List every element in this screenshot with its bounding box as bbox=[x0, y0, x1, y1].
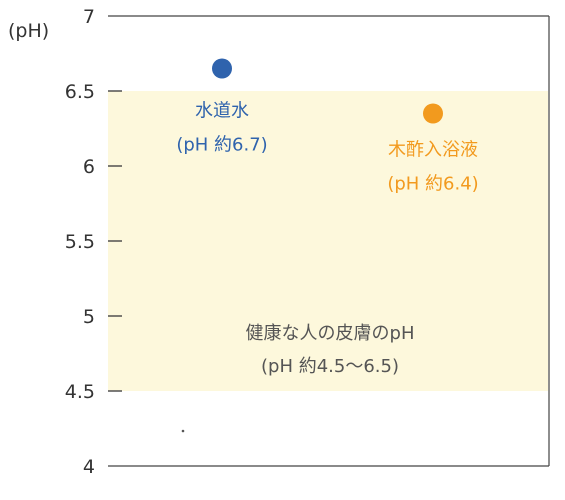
data-point-value-label: (pH 約6.7) bbox=[176, 135, 267, 156]
data-point bbox=[423, 103, 443, 124]
band-label-line2: (pH 約4.5〜6.5) bbox=[261, 356, 399, 377]
data-point-label: 木酢入浴液 bbox=[388, 140, 478, 161]
data-point-value-label: (pH 約6.4) bbox=[387, 174, 478, 195]
data-point-label: 水道水 bbox=[195, 101, 249, 122]
y-tick-label: 7 bbox=[83, 6, 95, 28]
data-point bbox=[212, 58, 232, 79]
y-axis-ticks: 4 4.5 5 5.5 6 6.5 7 bbox=[65, 6, 122, 478]
y-tick-label: 6.5 bbox=[65, 81, 95, 103]
y-tick-label: 5.5 bbox=[65, 231, 95, 253]
band-label-line1: 健康な人の皮膚のpH bbox=[246, 323, 415, 344]
y-axis-label: (pH) bbox=[8, 20, 49, 42]
y-tick-label: 4.5 bbox=[65, 381, 95, 403]
y-tick-label: 6 bbox=[83, 156, 95, 178]
healthy-skin-band bbox=[108, 91, 548, 391]
y-tick-label: 4 bbox=[83, 456, 95, 478]
data-points: 水道水 (pH 約6.7) 木酢入浴液 (pH 約6.4) bbox=[176, 58, 479, 195]
y-tick-label: 5 bbox=[83, 306, 95, 328]
stray-dot bbox=[181, 429, 185, 433]
